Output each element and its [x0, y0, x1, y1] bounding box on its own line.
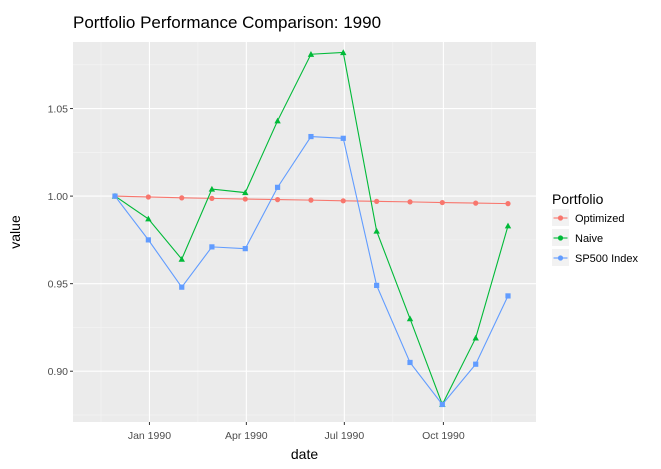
data-point-naive — [472, 334, 479, 341]
legend-label-naive: Naive — [575, 233, 603, 245]
data-point-optimized — [274, 197, 281, 203]
data-point-optimized — [374, 198, 380, 204]
data-point-sp500-index — [308, 133, 314, 140]
data-point-sp500-index — [112, 193, 118, 199]
x-tick-label: Jul 1990 — [324, 430, 364, 442]
data-point-sp500-index — [374, 282, 380, 289]
x-tick-label: Jan 1990 — [128, 430, 171, 442]
axis-layer: 0.90 0.95 1.00 1.05 Jan 1990 Apr 1990 Jul 1990… — [48, 104, 465, 442]
data-point-sp500-index — [505, 293, 511, 299]
legend-point-sp500-index — [557, 255, 564, 261]
data-point-optimized — [242, 196, 248, 202]
data-point-optimized — [340, 198, 346, 204]
data-point-naive — [208, 185, 216, 192]
data-point-naive — [406, 315, 414, 322]
x-tick-label: Oct 1990 — [422, 430, 465, 442]
data-point-optimized — [179, 195, 185, 201]
data-point-optimized — [505, 201, 511, 207]
data-point-naive — [242, 189, 249, 196]
y-axis-title: value — [7, 215, 23, 249]
data-point-sp500-index — [340, 135, 346, 141]
data-point-naive — [340, 49, 347, 56]
data-point-naive — [307, 51, 315, 57]
data-point-optimized — [209, 195, 215, 201]
data-point-optimized — [407, 199, 413, 205]
series-sp500-index — [112, 133, 511, 408]
data-point-naive — [274, 117, 281, 124]
data-point-optimized — [439, 199, 445, 206]
y-tick-label: 1.00 — [48, 191, 69, 203]
data-point-optimized — [145, 194, 151, 200]
x-axis-title: date — [291, 446, 318, 462]
chart-title: Portfolio Performance Comparison: 1990 — [73, 13, 381, 32]
data-point-sp500-index — [179, 284, 185, 290]
data-point-naive — [145, 215, 152, 222]
legend-item-naive: Naive — [552, 229, 603, 246]
data-point-sp500-index — [209, 244, 215, 250]
data-point-sp500-index — [439, 401, 445, 408]
series-layer — [111, 49, 512, 408]
legend-title: Portfolio — [552, 191, 604, 207]
data-point-sp500-index — [473, 361, 479, 367]
legend-point-naive — [557, 235, 564, 241]
legend-item-optimized: Optimized — [552, 209, 625, 226]
data-point-optimized — [308, 197, 314, 203]
y-tick-label: 1.05 — [48, 104, 69, 116]
data-point-naive — [373, 227, 380, 234]
legend-label-sp500-index: SP500 Index — [575, 253, 638, 265]
data-point-optimized — [473, 200, 479, 206]
plot-panel — [73, 42, 536, 422]
y-tick-label: 0.95 — [48, 279, 69, 291]
legend-label-optimized: Optimized — [575, 213, 625, 225]
y-tick-label: 0.90 — [48, 366, 69, 378]
legend-point-optimized — [557, 215, 564, 221]
x-tick-label: Apr 1990 — [225, 430, 268, 442]
data-point-sp500-index — [407, 359, 413, 366]
data-point-sp500-index — [274, 184, 281, 190]
legend-item-sp500-index: SP500 Index — [552, 249, 638, 266]
data-point-sp500-index — [145, 237, 151, 243]
data-point-naive — [178, 255, 185, 262]
legend: Portfolio Optimized Naive SP500 Index — [552, 191, 638, 266]
data-point-sp500-index — [242, 246, 248, 252]
data-point-naive — [504, 222, 512, 229]
